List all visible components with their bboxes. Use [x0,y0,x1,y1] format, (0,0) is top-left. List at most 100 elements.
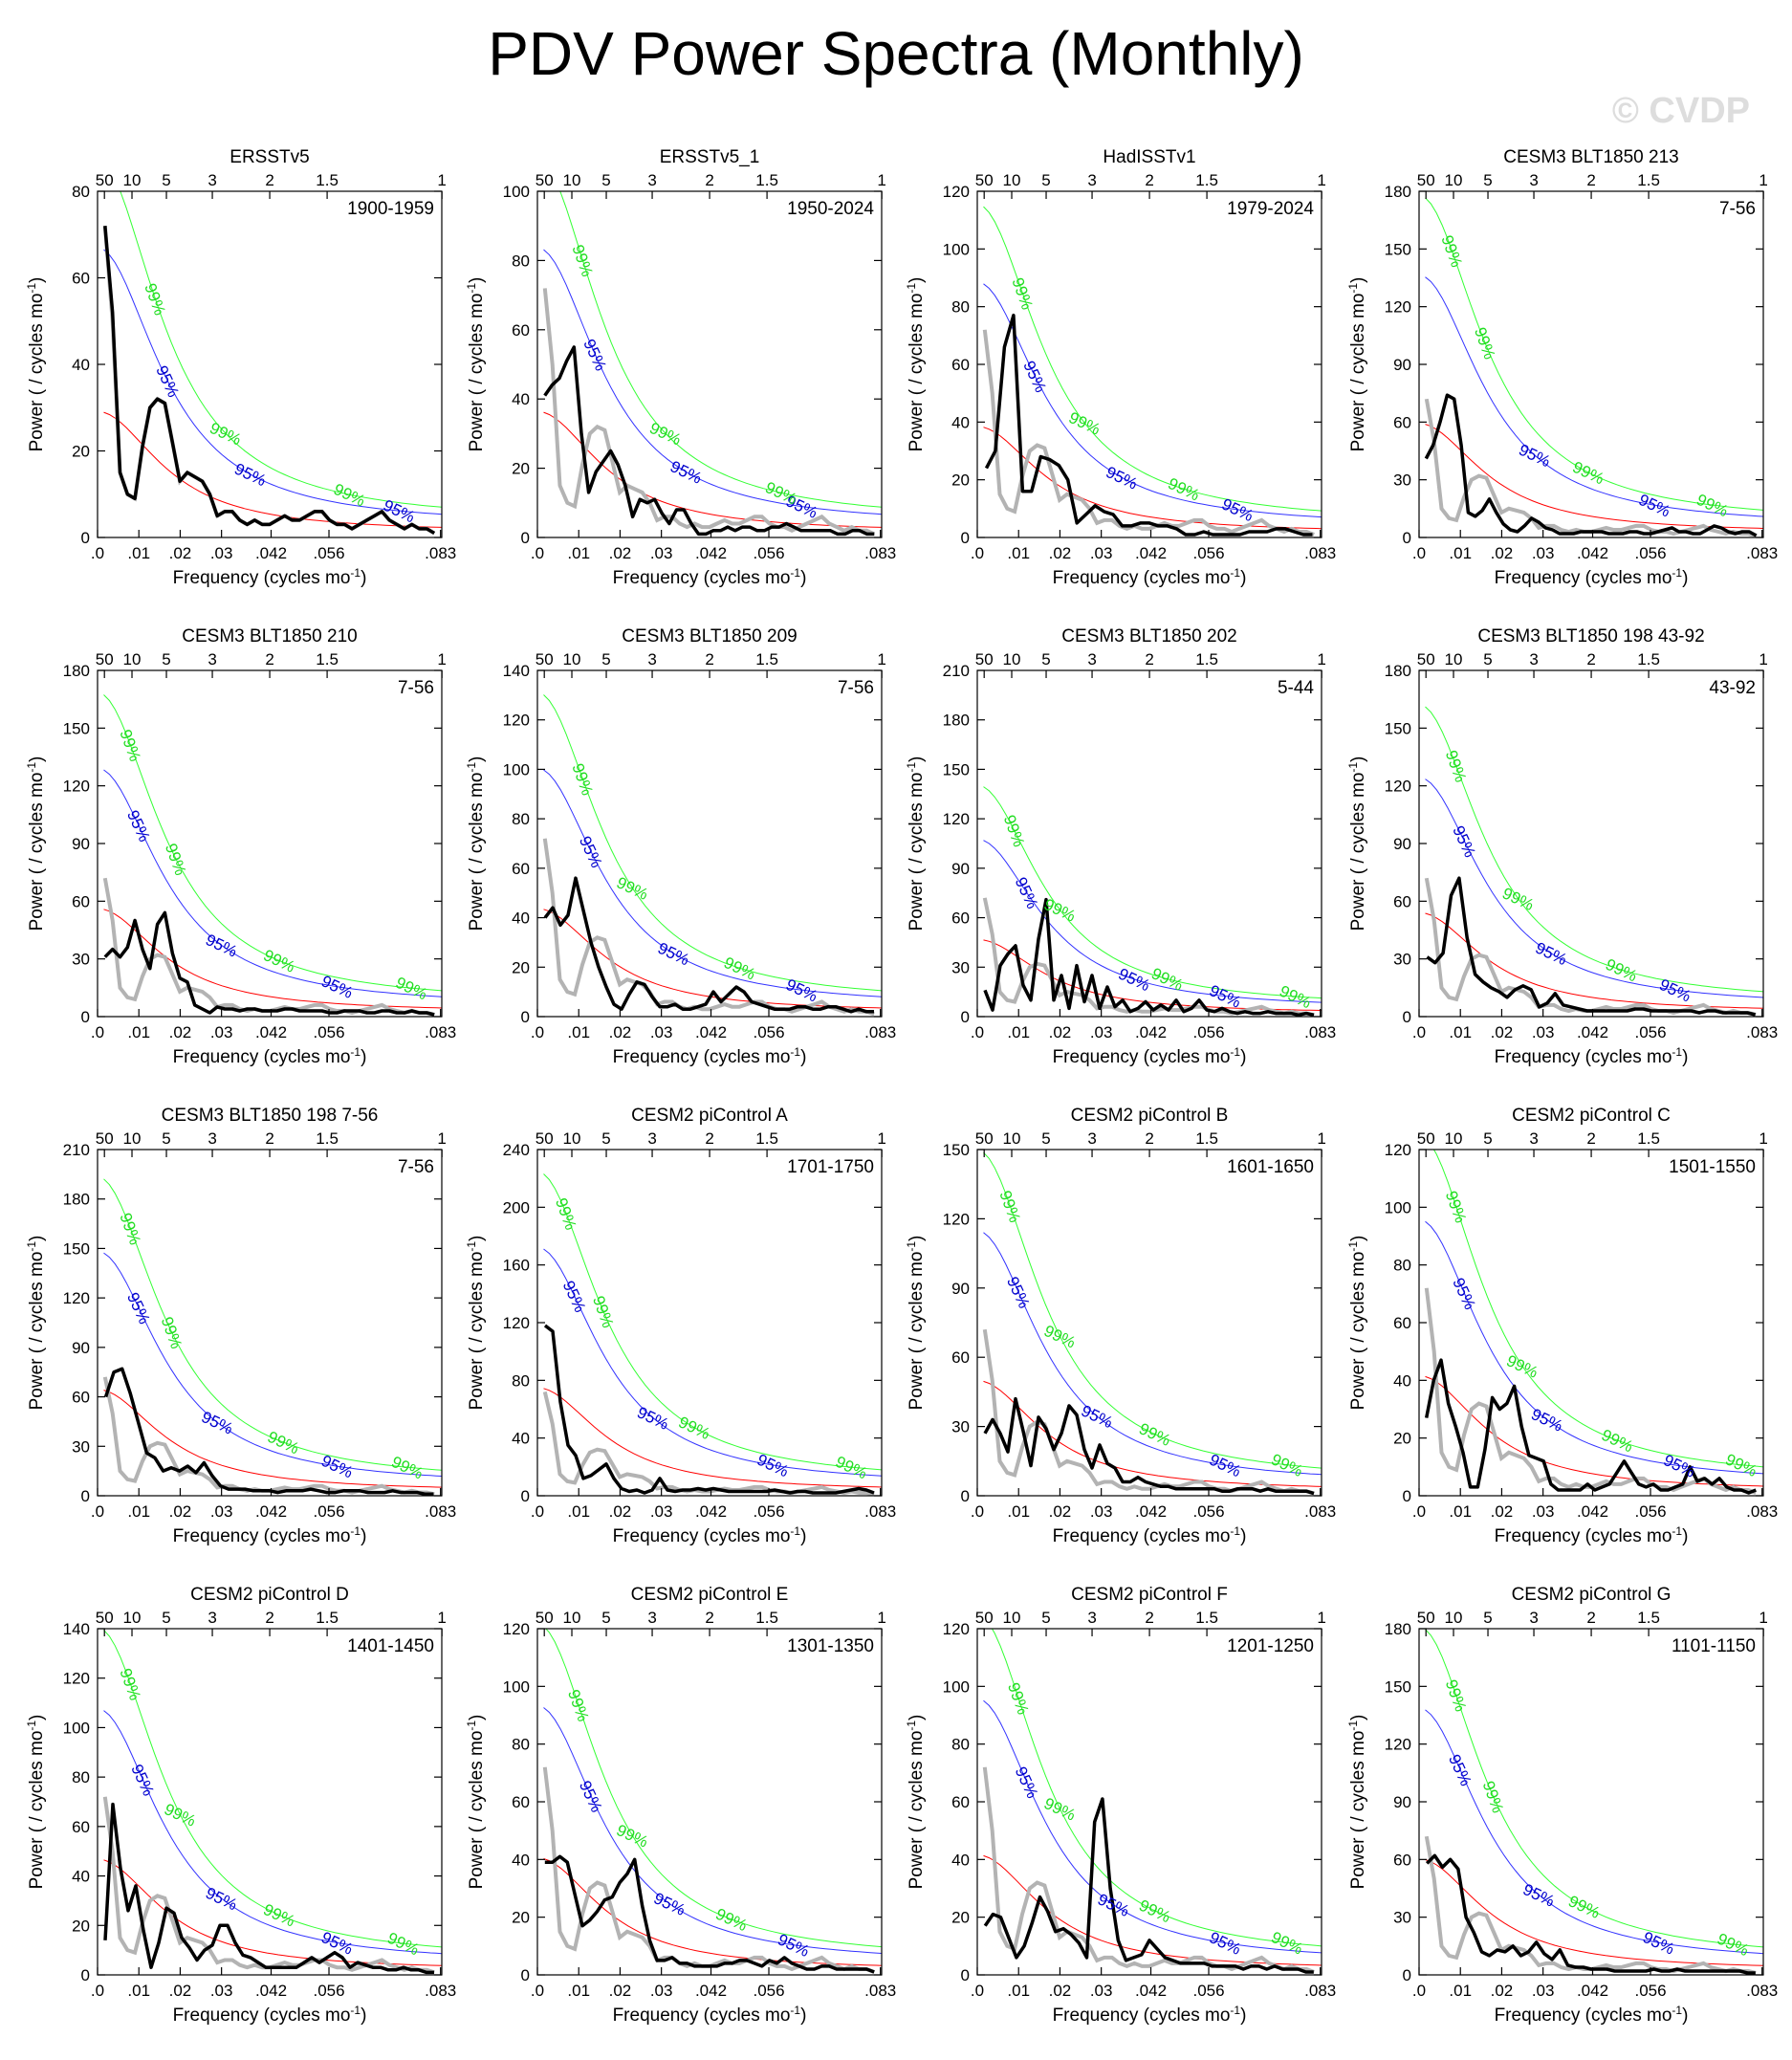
spectrum-line [984,313,1313,537]
conf99-label: 99% [564,1687,592,1723]
x-axis-label: Frequency (cycles mo-1) [1053,1045,1247,1067]
plot-area [982,1151,1322,1496]
x-tick-label: .03 [210,1502,233,1521]
top-tick-label: 50 [1417,1609,1435,1627]
reference-spectrum-line [542,838,875,1017]
conf99-curve [1425,197,1763,511]
conf95-label: 95% [127,1762,158,1799]
y-tick-label: 20 [951,1909,970,1927]
y-tick-label: 200 [503,1198,530,1216]
x-axis-label-close: ) [1682,2005,1688,2026]
panel-title: CESM3 BLT1850 202 [1061,626,1236,646]
conf99-label: 99% [1008,275,1036,312]
y-tick-label: 0 [81,1487,90,1505]
conf99-label: 99% [116,727,143,763]
spectrum-line [1426,876,1757,1017]
top-tick-label: 50 [96,1609,114,1627]
y-tick-label: 40 [1393,1371,1411,1390]
top-tick-label: 5 [601,1609,610,1627]
conf95-label: 95% [667,457,705,488]
conf99-curve [543,1173,882,1471]
top-tick-label: 1.5 [1195,650,1218,668]
conf99-curve [983,786,1322,999]
y-axis-label-base: Power ( / cycles mo [27,294,47,452]
period-label: 1601-1650 [1227,1157,1314,1177]
conf95-curve [103,769,442,997]
panel-title: ERSSTv5 [229,147,309,167]
y-tick-label: 100 [63,1719,90,1737]
x-tick-label: .0 [91,544,104,562]
x-tick-label: .083 [425,1982,456,2000]
top-tick-label: 10 [1003,1129,1021,1148]
top-tick-label: 2 [705,171,713,189]
y-tick-label: 140 [63,1620,90,1638]
top-tick-label: 3 [1529,1609,1538,1627]
top-tick-label: 1.5 [755,650,778,668]
y-axis-label-base: Power ( / cycles mo [27,773,47,931]
conf95-curve [983,840,1322,1003]
conf95-label: 95% [1656,975,1694,1006]
conf99-label: 99% [646,419,684,449]
conf99-curve [983,206,1322,512]
conf99-curve [991,1629,1322,1947]
x-tick-label: .0 [1412,1502,1426,1521]
x-tick-label: .056 [1634,1502,1666,1521]
top-tick-label: 50 [535,171,554,189]
x-axis-label-sup: -1 [790,2004,800,2017]
x-tick-label: .056 [313,544,344,562]
conf95-label: 95% [1445,1752,1475,1789]
conf99-curve [120,191,442,508]
y-tick-label: 100 [943,240,970,258]
conf95-label: 95% [318,1452,356,1482]
y-axis-label-base: Power ( / cycles mo [907,294,927,452]
conf95-label: 95% [754,1451,792,1481]
spectrum-line [983,897,1315,1017]
plot-frame [976,669,1322,1018]
y-tick-label: 140 [503,662,530,680]
x-tick-label: .056 [313,1023,344,1041]
y-tick-label: 100 [503,183,530,201]
x-axis-label-sup: -1 [1672,566,1682,580]
top-tick-label: 3 [208,171,216,189]
conf95-label: 95% [1528,1405,1565,1435]
y-axis-label-base: Power ( / cycles mo [1348,1252,1368,1411]
plot-area [1424,1629,1763,1975]
y-tick-label: 60 [72,1389,90,1407]
x-tick-label: .0 [971,1502,984,1521]
x-tick-label: .03 [1532,544,1555,562]
plot-frame [97,190,443,538]
top-tick-label: 1 [437,171,446,189]
x-tick-label: .02 [169,1982,192,2000]
y-tick-label: 120 [943,810,970,828]
y-tick-label: 80 [512,810,530,828]
x-axis-label-close: ) [1240,1047,1246,1067]
x-axis-label: Frequency (cycles mo-1) [173,1045,367,1067]
x-tick-label: .03 [1090,1502,1113,1521]
y-tick-label: 60 [512,860,530,878]
plot-area [102,191,442,536]
y-axis-label-close: ) [1348,277,1368,283]
top-tick-label: 2 [265,1129,273,1148]
conf99-label: 99% [116,1666,143,1702]
plot-frame [976,1149,1322,1497]
y-tick-label: 20 [512,958,530,976]
top-tick-label: 3 [647,650,656,668]
chart-panel: 95%95%95%99%99%99%99%0306090120150180210… [25,1106,456,1546]
x-tick-label: .03 [1532,1982,1555,2000]
plot-area [1424,1150,1763,1495]
y-axis-label: Power ( / cycles mo-1) [465,1715,487,1890]
y-tick-label: 120 [1385,298,1411,317]
x-axis-label: Frequency (cycles mo-1) [613,2004,807,2026]
y-tick-label: 60 [72,892,90,910]
y-tick-label: 40 [72,1868,90,1886]
reference-spectrum-line [982,329,1315,537]
y-tick-label: 100 [943,1677,970,1696]
spectrum-line [983,1797,1314,1974]
y-tick-label: 40 [951,413,970,431]
period-label: 1301-1350 [787,1636,874,1656]
top-tick-label: 3 [1529,650,1538,668]
chart-panel: 95%95%95%99%99%99%020406080100.0.01.02.0… [465,147,896,588]
top-tick-label: 3 [647,1609,656,1627]
conf99-label: 99% [1442,1677,1470,1714]
x-axis-label: Frequency (cycles mo-1) [1495,566,1689,588]
